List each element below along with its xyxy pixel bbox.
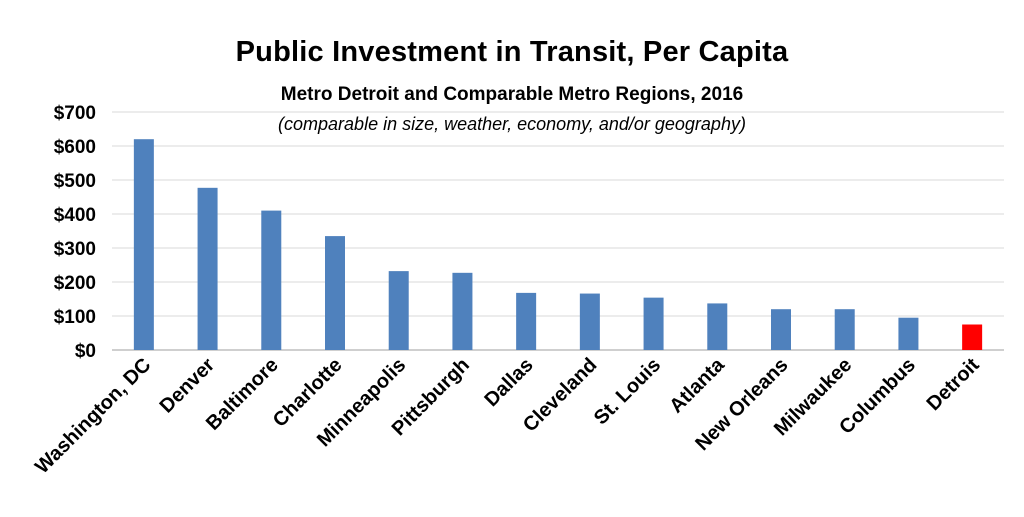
bar — [834, 309, 855, 350]
y-tick-label: $0 — [75, 341, 96, 362]
chart-note: (comparable in size, weather, economy, a… — [278, 114, 746, 134]
bar — [579, 293, 600, 350]
chart-title: Public Investment in Transit, Per Capita — [235, 36, 789, 68]
y-tick-label: $700 — [54, 103, 96, 124]
bar — [133, 139, 154, 350]
x-tick-label: Washington, DC — [31, 354, 155, 478]
x-tick-label: Denver — [156, 354, 220, 418]
x-axis-ticks: Washington, DC DenverBaltimoreCharlotteMi… — [31, 353, 984, 478]
y-tick-label: $300 — [54, 239, 96, 260]
bar — [643, 297, 664, 350]
y-axis-ticks: $0 $100 $200 $300 $400 $500 $600 $700 — [54, 103, 96, 362]
bar — [452, 272, 473, 350]
bar — [388, 271, 409, 350]
y-tick-label: $500 — [54, 171, 96, 192]
y-tick-label: $600 — [54, 137, 96, 158]
y-tick-label: $200 — [54, 273, 96, 294]
y-tick-label: $400 — [54, 205, 96, 226]
y-tick-label: $100 — [54, 307, 96, 328]
bar — [325, 236, 345, 350]
x-tick-label: Dallas — [480, 354, 537, 411]
bar — [962, 324, 983, 350]
x-tick-label: St. Louis — [590, 354, 665, 429]
bar — [197, 187, 218, 350]
chart-subtitle: Metro Detroit and Comparable Metro Regio… — [280, 84, 744, 105]
x-tick-label: Detroit — [923, 354, 984, 415]
bar — [707, 303, 728, 350]
gridlines — [112, 111, 1004, 351]
bar — [898, 317, 919, 350]
bars — [133, 139, 983, 350]
bar — [516, 292, 537, 350]
x-tick-label: Atlanta — [665, 353, 729, 417]
bar — [771, 309, 791, 350]
bar — [261, 210, 282, 350]
